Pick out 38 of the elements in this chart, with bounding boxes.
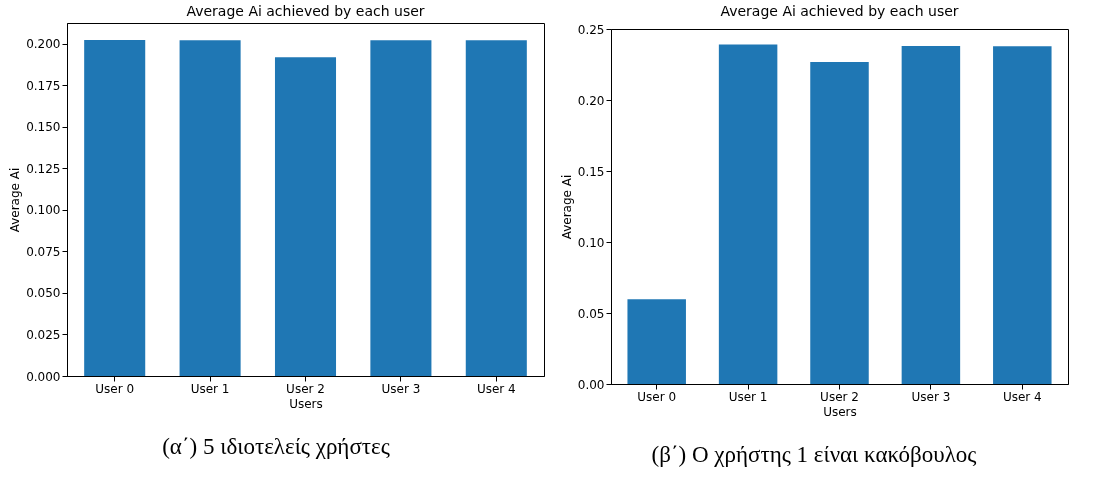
y-tick-label: 0.025: [26, 327, 61, 342]
x-tick-label: User 1: [728, 389, 768, 404]
y-tick-label: 0.000: [26, 369, 61, 384]
text: (α΄) 5 ιδιοτελείς χρήστες: [162, 434, 390, 460]
x-tick-label: User 3: [911, 389, 951, 404]
bar: [627, 299, 686, 384]
bar: [993, 46, 1052, 384]
x-tick-label: User 4: [1002, 389, 1042, 404]
x-tick-label: User 0: [95, 381, 135, 396]
text: (β΄) Ο χρήστης 1 είναι κακόβουλος: [651, 442, 977, 468]
y-tick-label: 0.125: [26, 161, 61, 176]
y-axis-title: Average Ai: [559, 174, 574, 240]
y-tick-label: 0.25: [577, 22, 605, 37]
bar: [718, 44, 778, 384]
bar: [901, 46, 961, 384]
y-tick-label: 0.075: [26, 244, 61, 259]
y-tick-label: 0.15: [577, 164, 605, 179]
chart-title: Average Ai achieved by each user: [186, 3, 425, 19]
x-tick-label: User 0: [637, 389, 677, 404]
x-tick-label: User 2: [820, 389, 859, 404]
y-tick-label: 0.05: [577, 306, 605, 321]
x-tick-label: User 2: [286, 381, 325, 396]
y-tick-label: 0.100: [26, 203, 61, 218]
x-axis-title: Users: [289, 396, 323, 411]
x-axis-title: Users: [823, 404, 857, 419]
y-axis-title: Average Ai: [8, 167, 23, 233]
y-tick-label: 0.200: [26, 37, 61, 52]
x-tick-label: User 1: [190, 381, 230, 396]
y-tick-label: 0.150: [26, 120, 61, 135]
y-tick-label: 0.00: [577, 377, 605, 392]
x-tick-label: User 4: [476, 381, 516, 396]
y-tick-label: 0.10: [577, 235, 605, 250]
y-tick-label: 0.050: [26, 286, 61, 301]
bar: [810, 61, 869, 384]
chart-title: Average Ai achieved by each user: [720, 3, 959, 19]
y-tick-label: 0.20: [577, 93, 605, 108]
y-tick-label: 0.175: [26, 78, 61, 93]
x-tick-label: User 3: [381, 381, 421, 396]
